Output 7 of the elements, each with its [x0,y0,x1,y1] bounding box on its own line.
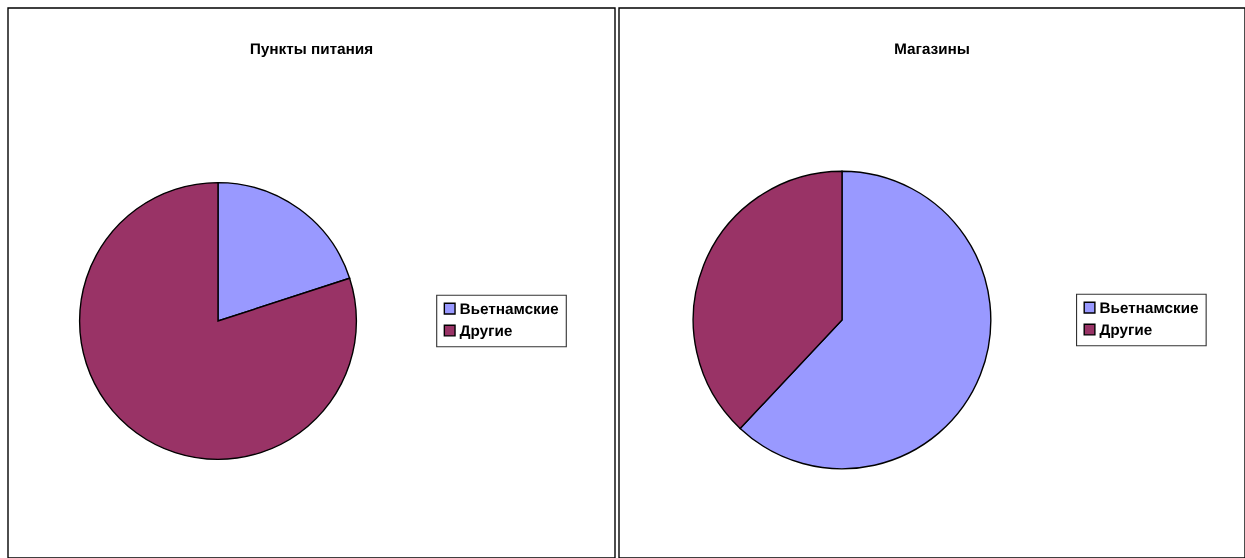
chart-title: Пункты питания [250,43,373,58]
legend-label: Другие [1099,324,1152,339]
legend-label: Вьетнамские [1100,302,1198,314]
chart-title: Магазины [895,43,969,55]
legend-label: Вьетнамские [460,303,559,315]
legend-label: Другие [459,325,512,340]
pie-slice [78,181,358,461]
